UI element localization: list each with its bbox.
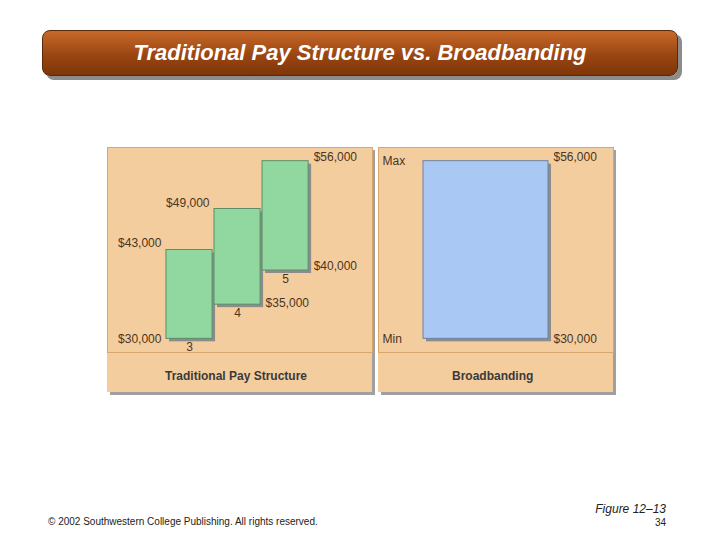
svg-text:$30,000: $30,000 xyxy=(554,332,598,346)
html-text:34: 34 xyxy=(654,517,666,528)
html-text:Traditional Pay Structure: Traditional Pay Structure xyxy=(165,369,307,383)
svg-text:Min: Min xyxy=(383,332,402,346)
svg-text:$56,000: $56,000 xyxy=(554,150,598,164)
svg-text:Max: Max xyxy=(383,154,406,168)
svg-text:$30,000: $30,000 xyxy=(118,332,162,346)
svg-text:$43,000: $43,000 xyxy=(118,236,162,250)
svg-text:$49,000: $49,000 xyxy=(166,196,210,210)
svg-text:4: 4 xyxy=(234,306,241,320)
svg-text:5: 5 xyxy=(282,272,289,286)
svg-text:$56,000: $56,000 xyxy=(314,150,358,164)
html-text:© 2002 Southwestern College Pu: © 2002 Southwestern College Publishing. … xyxy=(48,516,318,527)
html-text:Traditional Pay Structure vs.: Traditional Pay Structure vs. Broadbandi… xyxy=(133,40,587,65)
svg-text:3: 3 xyxy=(186,340,193,354)
html-text:Figure 12–13: Figure 12–13 xyxy=(595,502,666,516)
svg-text:$35,000: $35,000 xyxy=(266,296,310,310)
svg-text:$40,000: $40,000 xyxy=(314,259,358,273)
html-text:Broadbanding: Broadbanding xyxy=(452,369,534,383)
